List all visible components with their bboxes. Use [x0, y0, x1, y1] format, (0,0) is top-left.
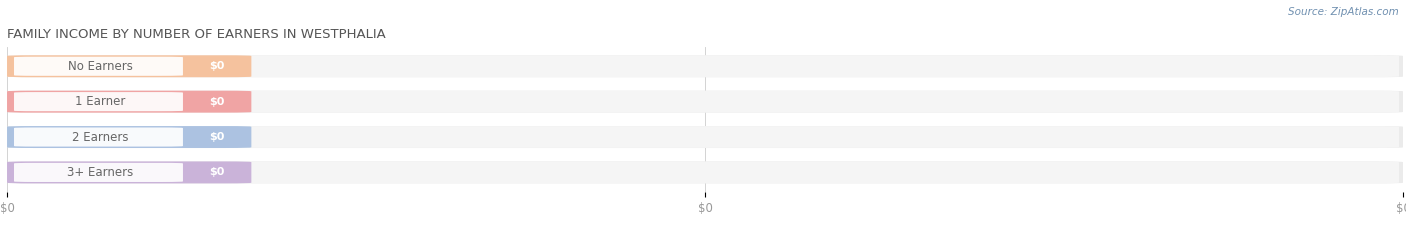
FancyBboxPatch shape: [7, 91, 1403, 113]
FancyBboxPatch shape: [11, 91, 1399, 113]
FancyBboxPatch shape: [7, 126, 252, 148]
Text: $0: $0: [209, 167, 225, 177]
Text: 3+ Earners: 3+ Earners: [67, 166, 134, 179]
Text: FAMILY INCOME BY NUMBER OF EARNERS IN WESTPHALIA: FAMILY INCOME BY NUMBER OF EARNERS IN WE…: [7, 29, 385, 41]
FancyBboxPatch shape: [7, 161, 252, 183]
FancyBboxPatch shape: [7, 55, 1403, 77]
Text: No Earners: No Earners: [67, 60, 134, 73]
FancyBboxPatch shape: [14, 128, 183, 146]
Text: 2 Earners: 2 Earners: [72, 131, 129, 143]
Text: $0: $0: [209, 97, 225, 107]
FancyBboxPatch shape: [11, 55, 1399, 77]
Text: Source: ZipAtlas.com: Source: ZipAtlas.com: [1288, 7, 1399, 17]
Text: 1 Earner: 1 Earner: [76, 95, 125, 108]
FancyBboxPatch shape: [7, 161, 1403, 183]
FancyBboxPatch shape: [11, 126, 1399, 148]
Text: $0: $0: [209, 132, 225, 142]
FancyBboxPatch shape: [14, 57, 183, 76]
Text: $0: $0: [209, 61, 225, 71]
FancyBboxPatch shape: [14, 163, 183, 182]
FancyBboxPatch shape: [7, 55, 252, 77]
FancyBboxPatch shape: [11, 161, 1399, 183]
FancyBboxPatch shape: [14, 92, 183, 111]
FancyBboxPatch shape: [7, 91, 252, 113]
FancyBboxPatch shape: [7, 126, 1403, 148]
